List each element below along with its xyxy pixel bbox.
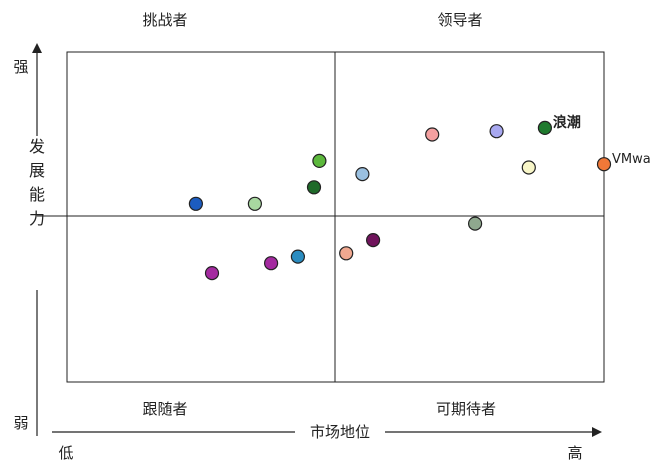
y-axis-title-char: 发 <box>29 137 45 156</box>
quadrant-label-bottom-left: 跟随者 <box>142 400 187 418</box>
scatter-point <box>489 124 504 139</box>
point-label: VMware <box>612 152 650 167</box>
quadrant-label-top-left: 挑战者 <box>142 11 187 29</box>
scatter-point <box>537 120 553 136</box>
scatter-points: 浪潮 VMware <box>188 114 650 281</box>
y-axis-title-char: 能 <box>29 185 45 204</box>
scatter-point <box>247 196 262 211</box>
scatter-point <box>188 196 203 211</box>
scatter-point <box>306 180 322 195</box>
scatter-point <box>312 153 327 168</box>
x-axis-high-label: 高 <box>567 444 582 462</box>
y-axis-title-char: 展 <box>29 161 45 180</box>
point-label: 浪潮 <box>553 114 581 131</box>
scatter-point <box>366 233 381 248</box>
scatter-point <box>425 127 440 142</box>
y-axis-low-label: 弱 <box>13 414 28 432</box>
scatter-point <box>521 160 536 175</box>
quadrant-label-bottom-right: 可期待者 <box>436 400 496 418</box>
scatter-point <box>339 246 354 261</box>
y-axis-title-char: 力 <box>29 209 45 228</box>
scatter-point <box>264 256 279 271</box>
scatter-point <box>204 266 220 281</box>
x-axis-low-label: 低 <box>58 444 73 462</box>
y-axis-high-label: 强 <box>13 58 28 76</box>
scatter-point <box>596 157 612 172</box>
scatter-point <box>355 167 370 182</box>
scatter-point <box>290 249 305 264</box>
quadrant-label-top-right: 领导者 <box>437 11 482 29</box>
x-axis-title: 市场地位 <box>310 423 370 441</box>
scatter-point <box>468 216 483 231</box>
